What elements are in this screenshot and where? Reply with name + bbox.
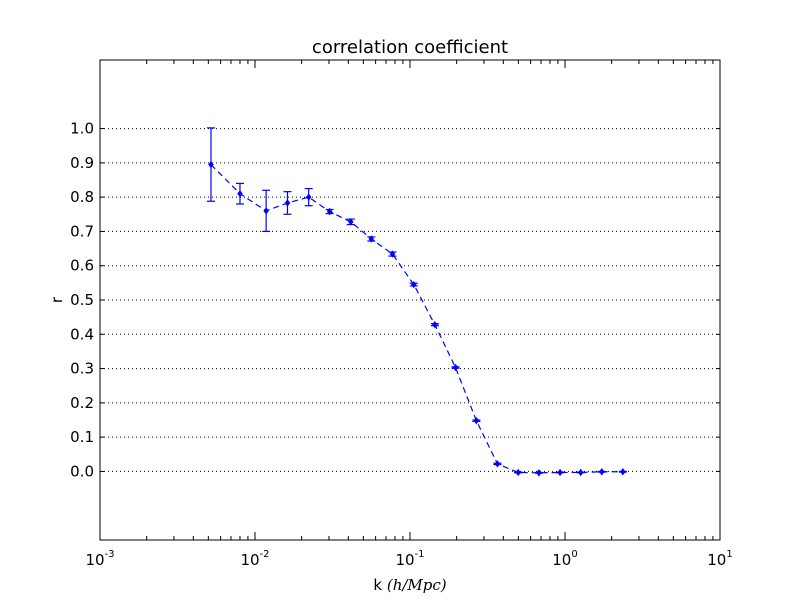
data-point — [432, 321, 438, 329]
x-axis-label: k (h/Mpc) — [373, 576, 446, 594]
data-point — [599, 468, 605, 476]
data-point — [494, 460, 501, 468]
data-series — [206, 127, 627, 477]
x-tick-base: 10 — [707, 551, 726, 569]
y-tick-label: 0.4 — [70, 325, 94, 343]
data-point — [263, 207, 269, 215]
x-axis-label-units: (h/Mpc) — [387, 576, 447, 594]
y-tick-label: 0.7 — [70, 222, 94, 240]
data-point — [452, 363, 459, 372]
x-tick-exponent: -2 — [260, 549, 270, 560]
x-tick-base: 10 — [395, 551, 414, 569]
x-tick-label: 10-2 — [240, 549, 269, 569]
data-point — [284, 199, 291, 207]
x-tick-label: 101 — [707, 549, 732, 569]
plot-frame — [99, 59, 721, 541]
y-tick-label: 0.3 — [70, 360, 94, 378]
x-tick-label: 10-3 — [85, 549, 114, 569]
x-tick-base: 10 — [85, 551, 104, 569]
data-point — [411, 280, 417, 289]
data-point — [473, 417, 480, 425]
data-point — [557, 468, 563, 477]
x-tick-base: 10 — [552, 551, 571, 569]
x-tick-exponent: -1 — [415, 549, 425, 560]
data-point — [208, 160, 214, 169]
x-tick-exponent: -3 — [105, 549, 115, 560]
data-point — [577, 468, 584, 477]
y-tick-label: 0.1 — [70, 428, 94, 446]
y-tick-label: 1.0 — [70, 120, 94, 138]
data-point — [305, 193, 312, 201]
y-tick-label: 0.9 — [70, 154, 94, 172]
y-tick-label: 0.5 — [70, 291, 94, 309]
x-tick-base: 10 — [240, 551, 259, 569]
data-point — [368, 235, 375, 243]
data-point — [326, 207, 333, 216]
data-point — [620, 468, 626, 476]
x-tick-exponent: 1 — [726, 549, 732, 560]
y-tick-label: 0.6 — [70, 257, 94, 275]
data-point — [389, 250, 396, 258]
x-axis-label-prefix: k — [373, 576, 386, 594]
data-point — [536, 469, 542, 477]
y-tick-label: 0.0 — [70, 462, 94, 480]
data-point — [237, 190, 243, 198]
y-tick-label: 0.8 — [70, 188, 94, 206]
x-tick-label: 100 — [552, 549, 577, 569]
x-tick-label: 10-1 — [395, 549, 424, 569]
data-point — [515, 468, 521, 477]
data-point — [348, 218, 354, 226]
axis-ticks: 0.00.10.20.30.40.50.60.70.80.91.010-3 10-… — [70, 60, 733, 569]
chart-title: correlation coefficient — [312, 37, 508, 58]
x-tick-exponent: 0 — [571, 549, 577, 560]
y-tick-label: 0.2 — [70, 394, 94, 412]
y-axis-label: r — [48, 296, 66, 303]
